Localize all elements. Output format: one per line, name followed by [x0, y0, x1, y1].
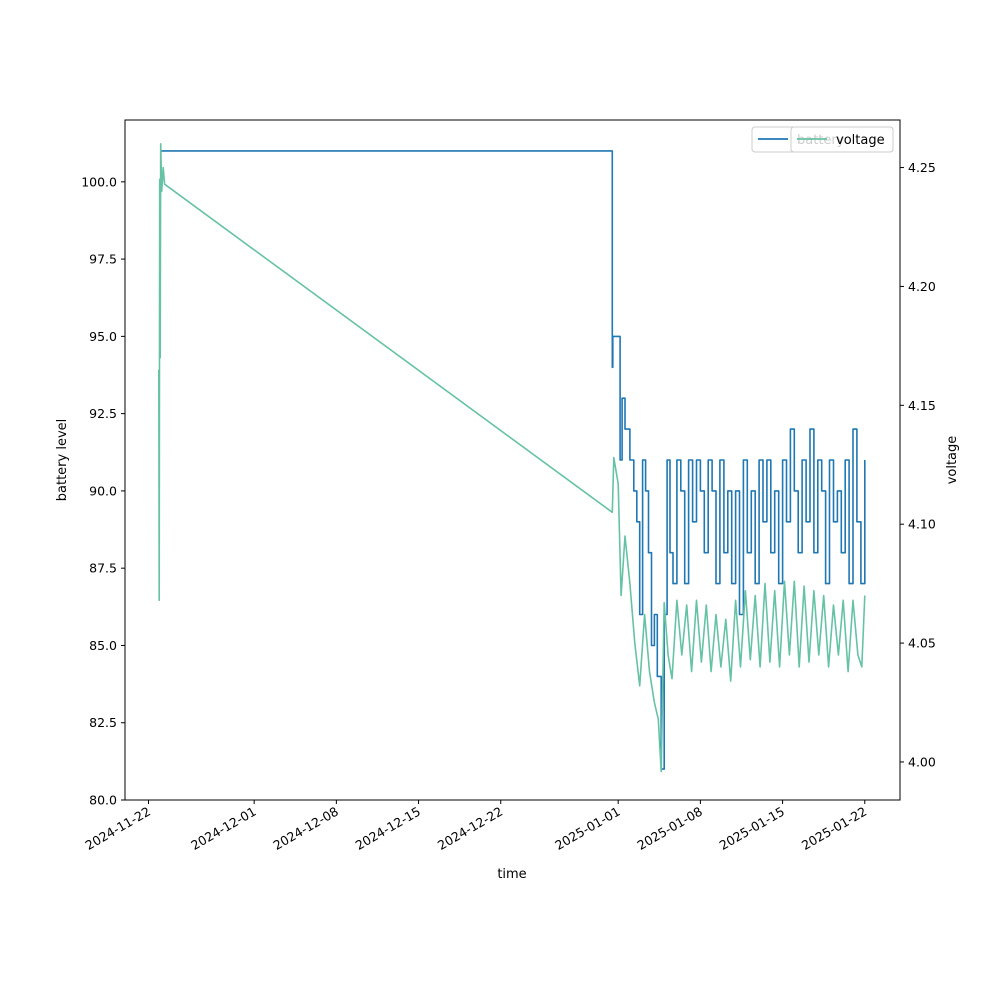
y-tick-label: 87.5	[89, 561, 117, 576]
y-axis-label: battery level	[55, 419, 70, 502]
series-line-battery	[160, 150, 866, 770]
y-tick-label: 92.5	[89, 406, 117, 421]
y-tick-label: 97.5	[89, 252, 117, 267]
plot-area	[158, 143, 866, 773]
y-tick-label: 80.0	[89, 793, 117, 808]
legend-voltage: voltage	[790, 126, 894, 153]
y-tick-label: 100.0	[81, 174, 117, 189]
y-tick-label: 95.0	[89, 329, 117, 344]
legend-voltage-label: voltage	[836, 133, 885, 148]
y2-axis-label: voltage	[945, 436, 960, 485]
y2-tick-label: 4.20	[908, 279, 936, 294]
y-tick-label: 85.0	[89, 638, 117, 653]
y-tick-label: 82.5	[89, 715, 117, 730]
y2-tick-label: 4.00	[908, 754, 936, 769]
y-axis-right: 4.00 4.05 4.10 4.15 4.20 4.25	[900, 160, 936, 769]
x-axis-label: time	[497, 867, 526, 882]
series-line-voltage	[158, 143, 866, 773]
y2-tick-label: 4.05	[908, 636, 936, 651]
y2-tick-label: 4.10	[908, 517, 936, 532]
legend-voltage-frame	[790, 126, 894, 153]
series-layer	[158, 143, 866, 773]
y2-tick-label: 4.15	[908, 398, 936, 413]
y-axis-left: 80.0 82.5 85.0 87.5 90.0 92.5 95.0 97.5 100.0	[81, 174, 125, 808]
plot-frame	[124, 119, 901, 801]
y2-tick-label: 4.25	[908, 160, 936, 175]
y-tick-label: 90.0	[89, 483, 117, 498]
